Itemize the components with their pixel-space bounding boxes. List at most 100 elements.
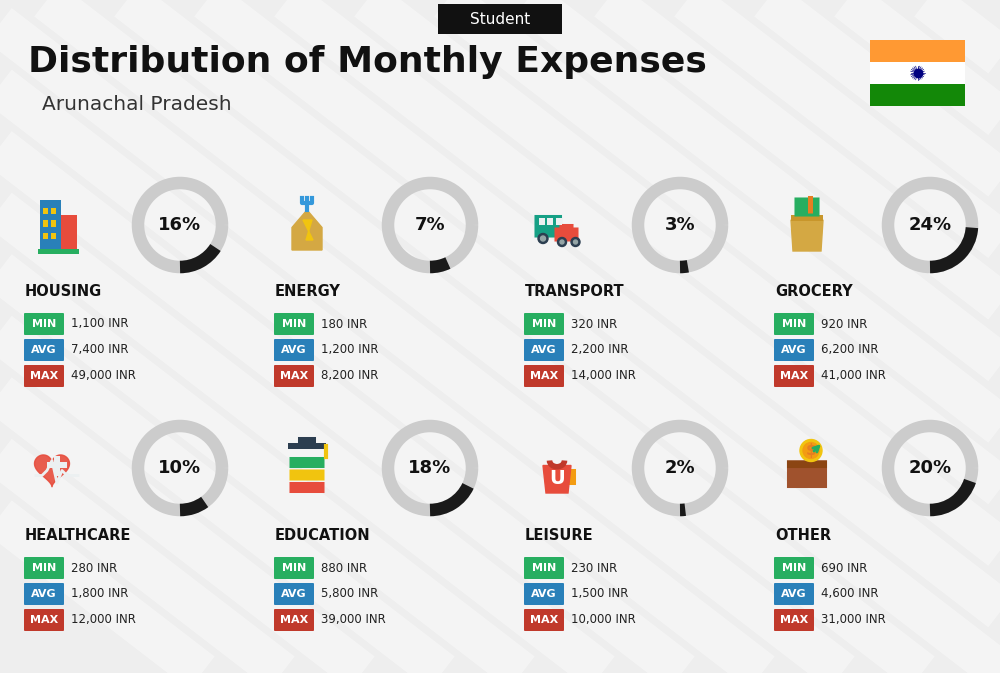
FancyBboxPatch shape — [524, 313, 564, 335]
Polygon shape — [292, 210, 322, 250]
FancyBboxPatch shape — [524, 609, 564, 631]
Text: MIN: MIN — [532, 319, 556, 329]
FancyBboxPatch shape — [24, 365, 64, 387]
Text: OTHER: OTHER — [775, 528, 831, 544]
Text: 880 INR: 880 INR — [321, 561, 367, 575]
Text: 3%: 3% — [665, 216, 695, 234]
Circle shape — [574, 240, 578, 244]
FancyBboxPatch shape — [289, 482, 325, 493]
FancyBboxPatch shape — [870, 62, 965, 84]
FancyBboxPatch shape — [274, 609, 314, 631]
Text: AVG: AVG — [531, 345, 557, 355]
Text: AVG: AVG — [781, 345, 807, 355]
Text: Student: Student — [470, 11, 530, 26]
FancyBboxPatch shape — [870, 40, 965, 62]
Text: AVG: AVG — [31, 345, 57, 355]
Text: AVG: AVG — [281, 345, 307, 355]
FancyBboxPatch shape — [554, 227, 579, 242]
Circle shape — [803, 443, 819, 458]
Text: 1,500 INR: 1,500 INR — [571, 588, 628, 600]
FancyBboxPatch shape — [24, 557, 64, 579]
Text: LEISURE: LEISURE — [525, 528, 594, 544]
Text: MAX: MAX — [780, 615, 808, 625]
Text: MIN: MIN — [32, 563, 56, 573]
Text: 2,200 INR: 2,200 INR — [571, 343, 629, 357]
Text: U: U — [549, 470, 565, 489]
FancyBboxPatch shape — [774, 609, 814, 631]
Text: 10,000 INR: 10,000 INR — [571, 614, 636, 627]
Text: 1,800 INR: 1,800 INR — [71, 588, 128, 600]
Polygon shape — [791, 220, 823, 251]
FancyBboxPatch shape — [288, 443, 326, 449]
Text: MAX: MAX — [280, 371, 308, 381]
FancyBboxPatch shape — [43, 220, 48, 227]
FancyBboxPatch shape — [534, 215, 562, 238]
FancyBboxPatch shape — [24, 313, 64, 335]
FancyBboxPatch shape — [794, 197, 820, 217]
Text: MAX: MAX — [530, 615, 558, 625]
FancyBboxPatch shape — [43, 207, 48, 214]
Text: 39,000 INR: 39,000 INR — [321, 614, 386, 627]
FancyBboxPatch shape — [438, 4, 562, 34]
Circle shape — [558, 238, 566, 246]
FancyBboxPatch shape — [274, 557, 314, 579]
Polygon shape — [543, 466, 571, 493]
Text: 180 INR: 180 INR — [321, 318, 367, 330]
FancyBboxPatch shape — [787, 460, 827, 488]
FancyBboxPatch shape — [556, 217, 562, 225]
Text: 1,100 INR: 1,100 INR — [71, 318, 128, 330]
Text: 7%: 7% — [415, 216, 445, 234]
FancyBboxPatch shape — [791, 215, 823, 221]
FancyBboxPatch shape — [60, 215, 76, 250]
Text: $: $ — [806, 443, 816, 458]
Text: 4,600 INR: 4,600 INR — [821, 588, 879, 600]
Text: MAX: MAX — [30, 615, 58, 625]
Text: 12,000 INR: 12,000 INR — [71, 614, 136, 627]
Text: 2%: 2% — [665, 459, 695, 477]
Text: Arunachal Pradesh: Arunachal Pradesh — [42, 96, 232, 114]
Text: 920 INR: 920 INR — [821, 318, 867, 330]
FancyBboxPatch shape — [563, 469, 576, 485]
Text: 7,400 INR: 7,400 INR — [71, 343, 128, 357]
Text: 14,000 INR: 14,000 INR — [571, 369, 636, 382]
FancyBboxPatch shape — [38, 249, 79, 254]
Text: GROCERY: GROCERY — [775, 285, 853, 299]
FancyBboxPatch shape — [808, 196, 813, 213]
FancyBboxPatch shape — [774, 313, 814, 335]
FancyBboxPatch shape — [538, 217, 544, 225]
FancyBboxPatch shape — [51, 207, 56, 214]
FancyBboxPatch shape — [274, 313, 314, 335]
Text: 49,000 INR: 49,000 INR — [71, 369, 136, 382]
FancyBboxPatch shape — [524, 583, 564, 605]
Text: 20%: 20% — [908, 459, 952, 477]
FancyBboxPatch shape — [559, 224, 574, 230]
Text: MAX: MAX — [530, 371, 558, 381]
FancyBboxPatch shape — [274, 339, 314, 361]
Text: ENERGY: ENERGY — [275, 285, 341, 299]
Circle shape — [538, 234, 548, 244]
Text: MAX: MAX — [780, 371, 808, 381]
FancyBboxPatch shape — [47, 462, 67, 468]
Text: 230 INR: 230 INR — [571, 561, 617, 575]
FancyBboxPatch shape — [870, 84, 965, 106]
Text: MAX: MAX — [30, 371, 58, 381]
FancyBboxPatch shape — [787, 460, 827, 468]
Text: 41,000 INR: 41,000 INR — [821, 369, 886, 382]
Text: 31,000 INR: 31,000 INR — [821, 614, 886, 627]
FancyBboxPatch shape — [51, 220, 56, 227]
Text: MIN: MIN — [282, 563, 306, 573]
FancyBboxPatch shape — [774, 339, 814, 361]
Polygon shape — [303, 220, 313, 240]
FancyBboxPatch shape — [289, 470, 325, 481]
Text: MIN: MIN — [782, 319, 806, 329]
FancyBboxPatch shape — [24, 339, 64, 361]
Text: MIN: MIN — [532, 563, 556, 573]
Text: AVG: AVG — [531, 589, 557, 599]
Circle shape — [540, 236, 546, 241]
Text: 8,200 INR: 8,200 INR — [321, 369, 378, 382]
FancyBboxPatch shape — [274, 583, 314, 605]
Text: 320 INR: 320 INR — [571, 318, 617, 330]
FancyBboxPatch shape — [40, 200, 60, 250]
Text: 24%: 24% — [908, 216, 952, 234]
FancyBboxPatch shape — [774, 365, 814, 387]
